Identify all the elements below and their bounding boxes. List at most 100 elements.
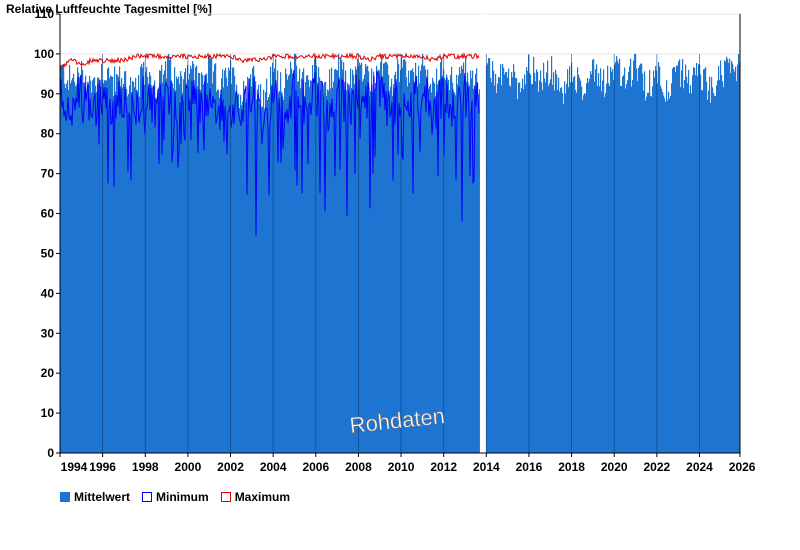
mean-bar [653, 70, 655, 453]
mean-bar [476, 68, 478, 453]
mean-bar [205, 74, 207, 454]
mean-bar [559, 91, 561, 453]
mean-bar [116, 73, 118, 454]
mean-bar [270, 66, 272, 453]
mean-bar [337, 70, 339, 453]
mean-bar [555, 69, 557, 453]
mean-bar [392, 95, 394, 454]
mean-bar [200, 89, 202, 453]
mean-bar [463, 62, 465, 453]
mean-bar [217, 89, 219, 453]
mean-bar [237, 95, 239, 453]
mean-bar [610, 66, 612, 453]
mean-bar [451, 66, 453, 454]
mean-bar [489, 58, 491, 453]
mean-bar [707, 99, 709, 454]
mean-bar [723, 87, 725, 454]
mean-bar [580, 80, 582, 453]
mean-bar [418, 65, 420, 453]
mean-bar [708, 90, 710, 454]
mean-bar [465, 55, 467, 453]
mean-bar [650, 95, 652, 453]
tick-labels: 0 10 20 30 40 50 60 70 80 90 100 110 1994 1996 1998 200… [34, 7, 756, 474]
mean-bar [504, 74, 506, 453]
mean-bar [606, 83, 608, 453]
x-tick-label-2026: 2026 [729, 460, 756, 474]
mean-bar [735, 66, 737, 454]
mean-bar [368, 71, 370, 453]
mean-bar [277, 70, 279, 453]
mean-bar [527, 70, 529, 453]
mean-bar [390, 86, 392, 454]
mean-bar [563, 104, 565, 453]
mean-bar [694, 68, 696, 453]
mean-bar [640, 63, 642, 453]
mean-bar [150, 75, 152, 454]
mean-bar [92, 80, 94, 453]
mean-bar [341, 59, 343, 453]
mean-bar [389, 95, 391, 453]
mean-bar [207, 82, 209, 453]
mean-bar [670, 95, 672, 453]
mean-bar [553, 72, 555, 454]
mean-bar [221, 78, 223, 454]
mean-bar [154, 80, 156, 453]
mean-bar [424, 65, 426, 454]
mean-bar [526, 67, 528, 453]
mean-bar [124, 71, 126, 453]
mean-bar [475, 73, 477, 454]
mean-bar [60, 64, 62, 454]
mean-bar [208, 55, 210, 453]
mean-bar [727, 58, 729, 453]
mean-bar [202, 74, 204, 453]
mean-bar [671, 83, 673, 454]
mean-bar [645, 100, 647, 454]
mean-bar [233, 67, 235, 454]
mean-bar [441, 58, 443, 453]
mean-bar [406, 77, 408, 453]
mean-bar [314, 59, 316, 454]
mean-bar [492, 61, 494, 453]
mean-bar [363, 78, 365, 453]
mean-bar [438, 80, 440, 453]
mean-bar [77, 67, 79, 454]
mean-bar [244, 89, 246, 453]
mean-bar [664, 98, 666, 453]
mean-bar [292, 73, 294, 454]
mean-bar [380, 62, 382, 453]
mean-bar [575, 89, 577, 453]
mean-bar [437, 84, 439, 453]
y-tick-label-30: 30 [41, 326, 55, 340]
mean-bar [620, 85, 622, 454]
mean-bar [643, 90, 645, 454]
mean-bar [660, 85, 662, 453]
mean-bar [519, 82, 521, 454]
mean-bar [262, 106, 264, 453]
mean-bar [68, 89, 70, 454]
mean-bar [690, 85, 692, 454]
mean-bar [78, 72, 80, 453]
mean-bar [461, 65, 463, 453]
mean-bar [383, 63, 385, 454]
mean-bar [502, 63, 504, 454]
mean-bar [430, 83, 432, 453]
mean-bar [440, 62, 442, 453]
mean-bar [190, 65, 192, 454]
mean-bar [138, 74, 140, 453]
mean-bar [122, 87, 124, 454]
mean-bar [468, 87, 470, 453]
mean-bar [127, 96, 129, 453]
mean-bar [218, 90, 220, 454]
mean-bar [414, 82, 416, 453]
mean-bar [101, 63, 103, 454]
mean-bar [616, 56, 618, 454]
mean-bar [578, 74, 580, 454]
mean-bar [62, 65, 64, 454]
mean-bar [407, 86, 409, 453]
mean-bar [726, 56, 728, 454]
mean-bar [162, 82, 164, 453]
mean-bar [551, 56, 553, 454]
mean-bar [175, 90, 177, 453]
mean-bar [550, 79, 552, 453]
mean-bar [350, 68, 352, 453]
